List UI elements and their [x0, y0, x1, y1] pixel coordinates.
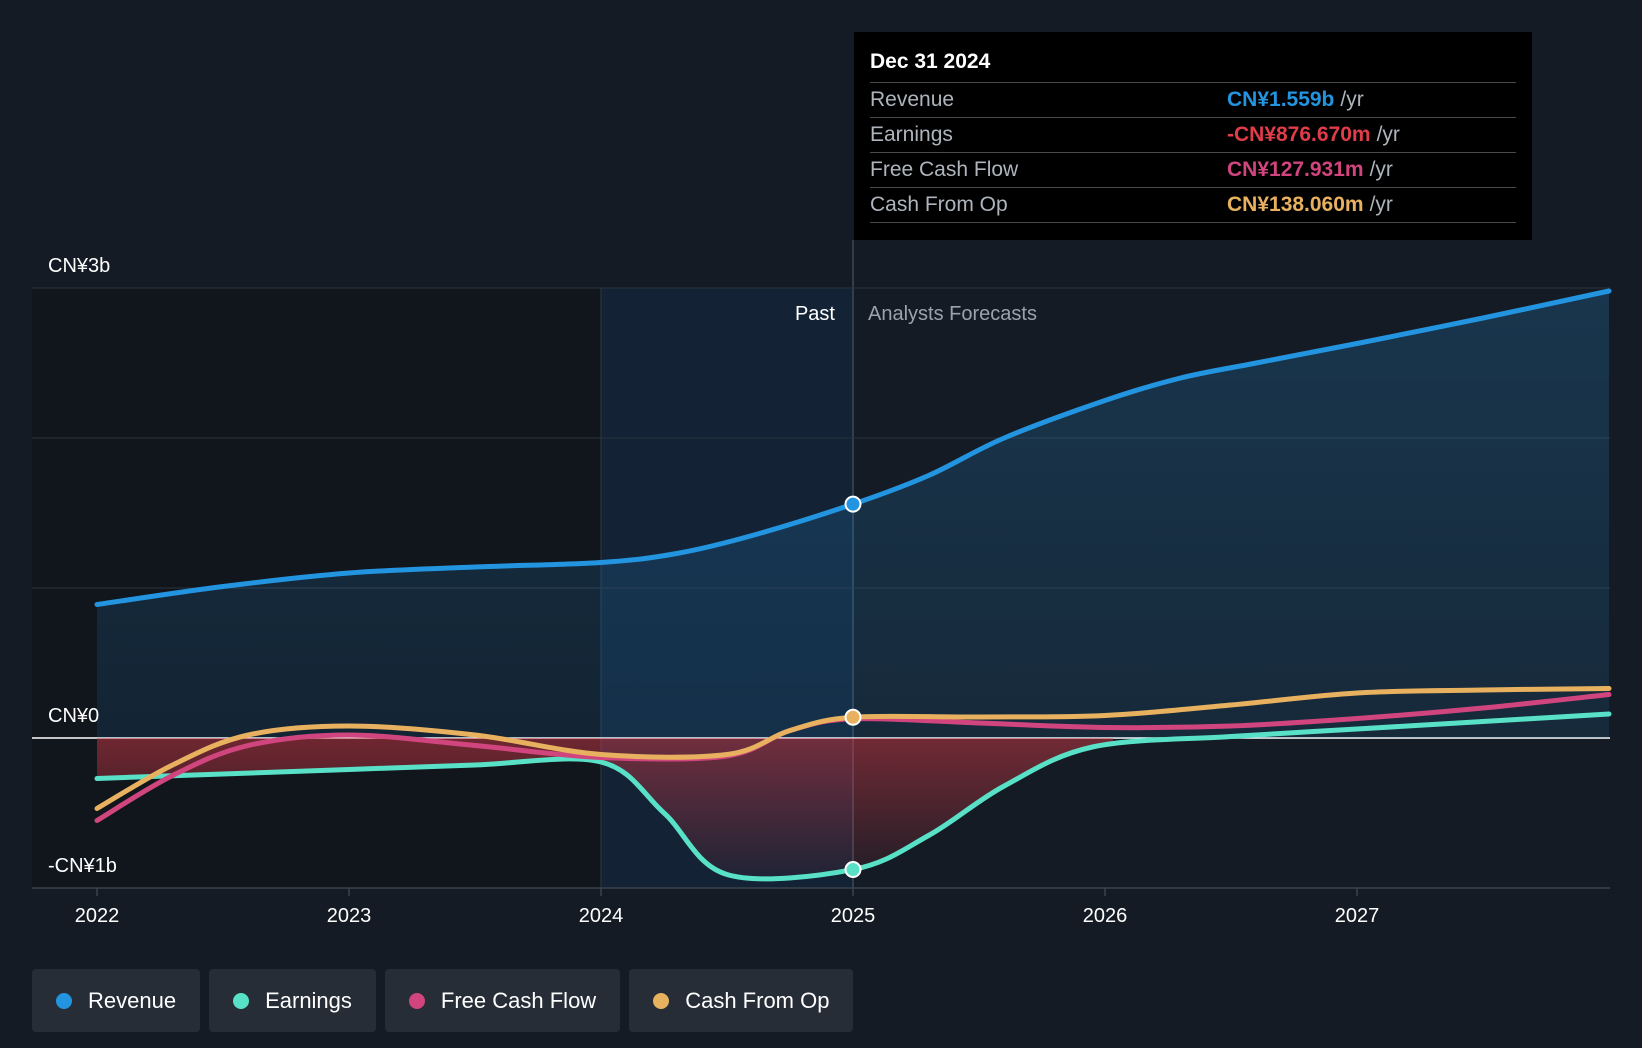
x-tick-label: 2024 — [579, 905, 624, 927]
tooltip-label: Cash From Op — [870, 193, 1008, 216]
tooltip-row-free-cash-flow: Free Cash Flow CN¥127.931m /yr — [870, 152, 1516, 187]
tooltip-unit: /yr — [1376, 123, 1400, 146]
earnings-negative-area — [97, 738, 1113, 879]
y-tick-label-zero: CN¥0 — [48, 705, 99, 727]
tooltip-value: CN¥127.931m — [1227, 158, 1364, 181]
y-tick-label-bottom: -CN¥1b — [48, 855, 117, 877]
tooltip: Dec 31 2024 Revenue CN¥1.559b /yr Earnin… — [854, 32, 1532, 240]
revenue-dot-icon — [56, 992, 72, 1009]
legend-label: Free Cash Flow — [440, 987, 597, 1013]
x-tick-label: 2023 — [327, 905, 372, 927]
x-tick-label: 2022 — [75, 905, 120, 927]
legend-label: Revenue — [88, 987, 177, 1013]
tooltip-label: Earnings — [870, 123, 953, 146]
legend-item-revenue[interactable]: Revenue — [32, 969, 201, 1032]
cash-from-op-marker — [844, 708, 862, 726]
tooltip-row-revenue: Revenue CN¥1.559b /yr — [870, 82, 1516, 117]
tooltip-value: -CN¥876.670m — [1227, 123, 1371, 146]
x-tick-label: 2025 — [831, 905, 876, 927]
tooltip-row-cash-from-op: Cash From Op CN¥138.060m /yr — [870, 187, 1516, 223]
cash-from-op-line — [94, 686, 1612, 811]
x-tick-label: 2026 — [1083, 905, 1128, 927]
legend: Revenue Earnings Free Cash Flow Cash Fro… — [32, 969, 854, 1032]
forecast-label: Analysts Forecasts — [868, 303, 1037, 325]
tooltip-unit: /yr — [1369, 158, 1393, 181]
tooltip-label: Free Cash Flow — [870, 158, 1019, 181]
tooltip-unit: /yr — [1340, 88, 1364, 111]
x-tick-label: 2027 — [1335, 905, 1380, 927]
revenue-line — [94, 288, 1612, 607]
tooltip-value: CN¥138.060m — [1227, 193, 1364, 216]
tooltip-row-earnings: Earnings -CN¥876.670m /yr — [870, 117, 1516, 152]
earnings-dot-icon — [233, 992, 250, 1009]
tooltip-value: CN¥1.559b — [1227, 88, 1335, 111]
legend-label: Earnings — [265, 987, 352, 1013]
tooltip-label: Revenue — [870, 88, 955, 111]
revenue-marker — [844, 495, 862, 513]
past-label: Past — [795, 303, 835, 325]
tooltip-date: Dec 31 2024 — [870, 50, 991, 73]
revenue-area — [97, 291, 1609, 738]
earnings-marker — [844, 861, 862, 879]
legend-item-free-cash-flow[interactable]: Free Cash Flow — [384, 969, 621, 1032]
legend-item-cash-from-op[interactable]: Cash From Op — [629, 969, 854, 1032]
free-cash-flow-dot-icon — [408, 992, 425, 1009]
tooltip-unit: /yr — [1369, 193, 1393, 216]
chart: CN¥3b CN¥0 -CN¥1b 2022 2023 2024 2025 2026 2027 P… — [32, 240, 1612, 927]
cash-from-op-dot-icon — [653, 992, 670, 1009]
legend-item-earnings[interactable]: Earnings — [209, 969, 376, 1032]
legend-label: Cash From Op — [685, 987, 830, 1013]
y-tick-label-top: CN¥3b — [48, 255, 110, 277]
